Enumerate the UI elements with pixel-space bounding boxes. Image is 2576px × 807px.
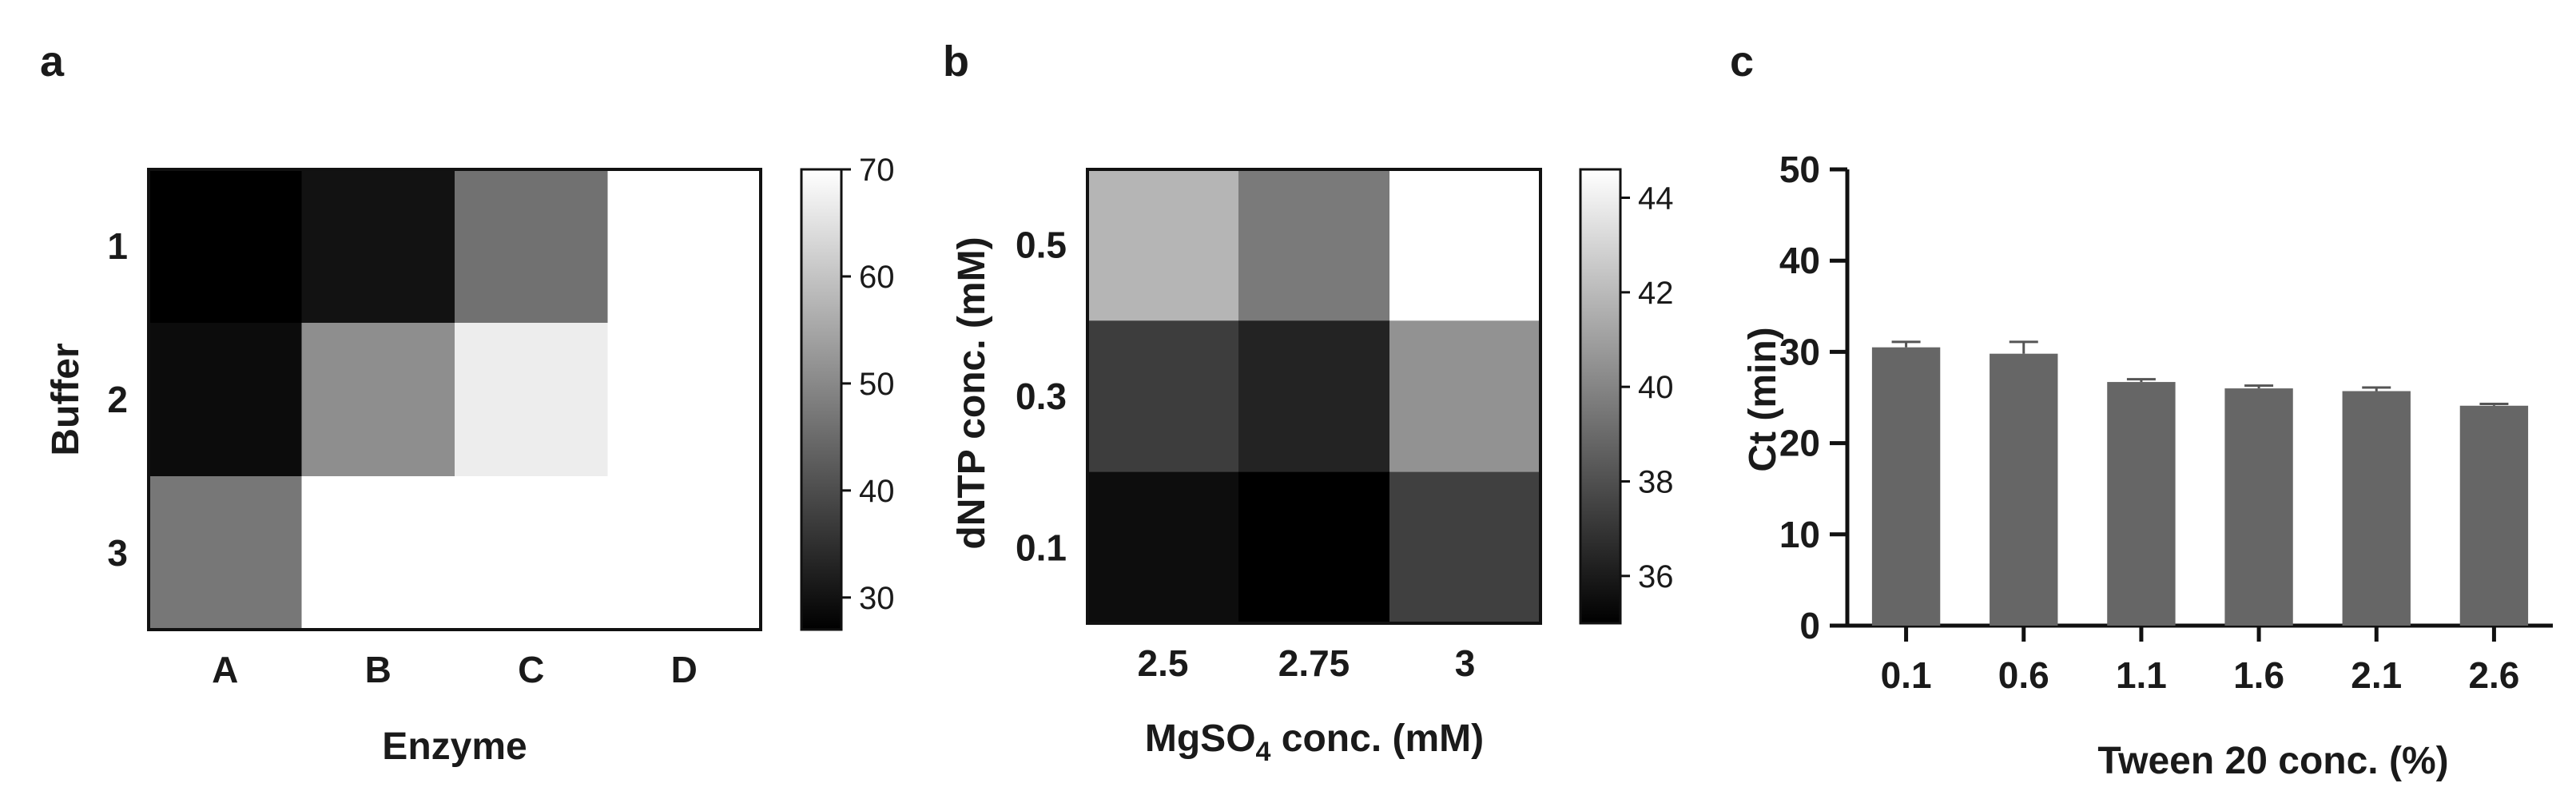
heatmap-b-x-tick-label: 3 <box>1455 642 1476 684</box>
bar-chart-c-y-tick-label: 50 <box>1779 149 1820 190</box>
bar-chart-c-bar <box>1871 347 1941 626</box>
heatmap-a-cell <box>149 169 303 324</box>
heatmap-a-xlabel: Enzyme <box>382 726 527 768</box>
bar-chart-c-x-tick-label: 0.1 <box>1881 654 1932 696</box>
heatmap-b-cell <box>1238 320 1390 473</box>
heatmap-a-y-tick-label: 3 <box>107 532 128 574</box>
heatmap-a-cell <box>301 476 455 630</box>
bar-chart-c-x-tick-label: 2.1 <box>2351 654 2402 696</box>
panel-label-b: b <box>943 38 969 85</box>
bar-chart-c-y-tick-label: 0 <box>1799 605 1820 646</box>
heatmap-a-colorbar-tick-label: 70 <box>859 153 895 188</box>
heatmap-a-cell <box>149 476 303 630</box>
heatmap-b-colorbar-tick-label: 36 <box>1638 559 1674 594</box>
heatmap-a-colorbar-tick-label: 50 <box>859 367 895 402</box>
heatmap-a-cells <box>149 169 761 630</box>
heatmap-b-cell <box>1389 169 1541 321</box>
heatmap-a-cell <box>607 476 761 630</box>
panel-a: a A B C D 1 2 3 Enzyme Buffer 30 40 50 60 70 <box>40 38 895 768</box>
heatmap-b-xlabel-subscript: 4 <box>1256 737 1271 767</box>
heatmap-b-colorbar-bar <box>1579 168 1622 625</box>
heatmap-b-frame <box>1086 168 1542 625</box>
bar-chart-c-y-tick-label: 30 <box>1779 331 1820 372</box>
bar-chart-c-bar <box>2107 382 2176 626</box>
heatmap-b-y-tick-label: 0.5 <box>1016 225 1067 266</box>
heatmap-a-colorbar-bar <box>800 168 843 631</box>
heatmap-a-cell <box>301 323 455 477</box>
panel-b: b 2.5 2.75 3 0.5 0.3 0.1 MgSO4 conc. (mM) dN… <box>943 38 1674 767</box>
heatmap-b-y-tick-label: 0.1 <box>1016 527 1067 568</box>
heatmap-b-cell <box>1238 169 1390 321</box>
bar-chart-c-x-tick-label: 2.6 <box>2468 654 2519 696</box>
heatmap-a-x-ticks: A B C D <box>212 649 698 690</box>
heatmap-a-x-tick-label: C <box>518 649 544 690</box>
heatmap-b-cell <box>1087 471 1239 624</box>
heatmap-a-y-tick-label: 1 <box>107 225 128 267</box>
heatmap-a-colorbar-tick-label: 30 <box>859 581 895 616</box>
heatmap-b-x-ticks: 2.5 2.75 3 <box>1138 642 1476 684</box>
heatmap-a-cell <box>455 323 609 477</box>
heatmap-b-cell <box>1389 320 1541 473</box>
heatmap-a-colorbar-tick-label: 60 <box>859 260 895 295</box>
heatmap-a-ylabel: Buffer <box>45 343 87 455</box>
bar-chart-c-y-tick-label: 20 <box>1779 423 1820 464</box>
bar-chart-c-bar <box>2342 391 2411 626</box>
heatmap-b-colorbar-tick-label: 44 <box>1638 181 1674 217</box>
heatmap-a-x-tick-label: B <box>365 649 392 690</box>
heatmap-a-cell <box>607 323 761 477</box>
heatmap-b-y-ticks: 0.5 0.3 0.1 <box>1016 225 1067 569</box>
bar-chart-c-y-tick-label: 40 <box>1779 240 1820 281</box>
bar-chart-c: 0 10 20 30 40 50 0.1 0.6 1.1 1.6 2.1 2.6 <box>1779 149 2553 696</box>
heatmap-a-cell <box>455 476 609 630</box>
heatmap-b-cell <box>1238 471 1390 624</box>
heatmap-b-cell <box>1389 471 1541 624</box>
heatmap-b-x-tick-label: 2.5 <box>1138 642 1189 684</box>
colorbar-b: 36 38 40 42 44 <box>1579 168 1674 625</box>
heatmap-a-cell <box>301 169 455 324</box>
heatmap-b-x-tick-label: 2.75 <box>1278 642 1350 684</box>
heatmap-b-y-tick-label: 0.3 <box>1016 376 1067 417</box>
bar-chart-c-xlabel: Tween 20 conc. (%) <box>2097 740 2448 782</box>
heatmap-b-cells <box>1087 169 1541 624</box>
heatmap-b-xlabel: MgSO4 conc. (mM) <box>1145 718 1484 767</box>
heatmap-a-colorbar-tick-label: 40 <box>859 474 895 509</box>
heatmap-b-xlabel-main: MgSO <box>1145 718 1256 760</box>
bar-chart-c-bar <box>2224 388 2293 626</box>
heatmap-a-frame <box>147 168 762 631</box>
bar-chart-c-x-tick-label: 1.6 <box>2233 654 2284 696</box>
colorbar-a: 30 40 50 60 70 <box>800 153 895 631</box>
bar-chart-c-bar <box>2459 405 2529 626</box>
bar-chart-c-x-tick-label: 0.6 <box>1998 654 2049 696</box>
panel-c: c 0 10 20 30 40 50 0.1 0.6 1.1 1.6 2.1 2.6 Tween 20… <box>1730 38 2553 782</box>
heatmap-a-cell <box>455 169 609 324</box>
heatmap-b-cell <box>1087 169 1239 321</box>
heatmap-a-y-ticks: 1 2 3 <box>107 225 128 574</box>
heatmap-a-y-tick-label: 2 <box>107 379 128 420</box>
panel-label-c: c <box>1730 38 1754 85</box>
heatmap-b-cell <box>1087 320 1239 473</box>
heatmap-a-x-tick-label: A <box>212 649 238 690</box>
heatmap-b-colorbar-tick-label: 38 <box>1638 465 1674 500</box>
bar-chart-c-ylabel: Ct (min) <box>1742 327 1784 471</box>
bar-chart-c-y-tick-label: 10 <box>1779 514 1820 555</box>
heatmap-b-ylabel: dNTP conc. (mM) <box>951 237 993 549</box>
heatmap-a-cell <box>149 323 303 477</box>
heatmap-a-x-tick-label: D <box>671 649 698 690</box>
panel-label-a: a <box>40 38 65 85</box>
heatmap-b-xlabel-rest: conc. (mM) <box>1270 718 1484 760</box>
heatmap-b-colorbar-tick-label: 42 <box>1638 276 1674 311</box>
heatmap-a-cell <box>607 169 761 324</box>
heatmap-b-colorbar-tick-label: 40 <box>1638 370 1674 405</box>
bar-chart-c-bar <box>1990 353 2058 626</box>
bar-chart-c-x-tick-label: 1.1 <box>2116 654 2167 696</box>
